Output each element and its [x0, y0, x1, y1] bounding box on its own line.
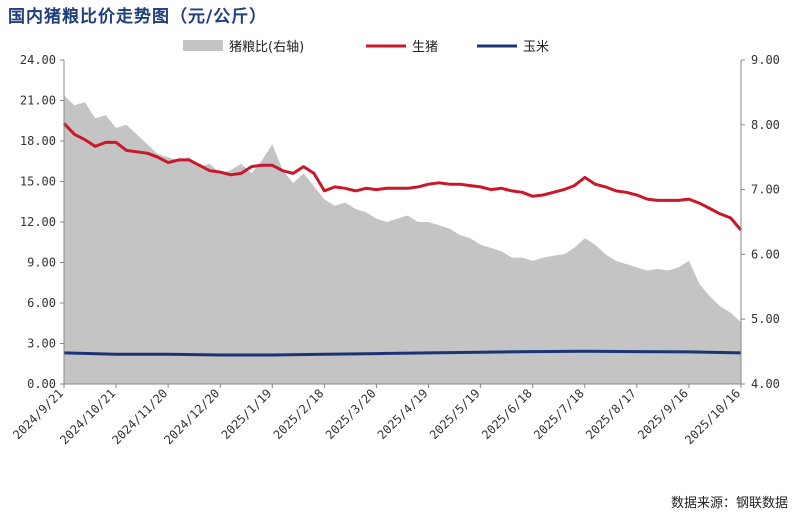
legend-swatch-area: [183, 40, 223, 51]
y-right-tick-label: 6.00: [751, 247, 780, 261]
x-tick-label: 2025/10/16: [682, 386, 743, 447]
y-right-tick-label: 9.00: [751, 53, 780, 67]
y-left-tick-label: 15.00: [20, 175, 56, 189]
legend-label: 猪粮比(右轴): [229, 40, 304, 55]
pig-grain-ratio-area-layer: [64, 95, 741, 384]
y-right-tick-label: 8.00: [751, 118, 780, 132]
y-left-tick-label: 3.00: [27, 337, 56, 351]
y-left-tick-label: 9.00: [27, 256, 56, 270]
y-right-tick-label: 7.00: [751, 183, 780, 197]
x-tick-label: 2025/9/16: [635, 386, 691, 442]
y-left-tick-label: 21.00: [20, 94, 56, 108]
legend-label: 玉米: [523, 40, 549, 55]
x-tick-label: 2024/12/20: [161, 386, 222, 447]
chart-title: 国内猪粮比价走势图（元/公斤）: [8, 7, 268, 27]
x-tick-label: 2025/2/18: [271, 386, 327, 442]
x-tick-label: 2024/9/21: [10, 386, 66, 442]
source-note: 数据来源：钢联数据: [670, 496, 788, 511]
y-left-tick-label: 18.00: [20, 134, 56, 148]
y-right-tick-label: 5.00: [751, 312, 780, 326]
pig-grain-ratio-area: [64, 95, 741, 384]
legend: 猪粮比(右轴) 生猪 玉米: [183, 40, 549, 55]
x-tick-label: 2025/5/19: [427, 386, 483, 442]
x-tick-label: 2025/3/20: [323, 386, 379, 442]
y-left-tick-label: 0.00: [27, 377, 56, 391]
y-right-tick-label: 4.00: [751, 377, 780, 391]
x-tick-label: 2025/8/17: [583, 386, 639, 442]
x-tick-label: 2025/7/18: [531, 386, 587, 442]
price-lines-layer: [62, 122, 743, 357]
y-left-tick-label: 12.00: [20, 215, 56, 229]
corn-price-line: [63, 349, 742, 357]
legend-label: 生猪: [412, 40, 438, 55]
pig-price-line: [62, 122, 743, 232]
x-tick-label: 2025/1/19: [219, 386, 275, 442]
x-tick-label: 2025/6/18: [479, 386, 535, 442]
y-left-tick-label: 24.00: [20, 53, 56, 67]
x-tick-label: 2025/4/19: [375, 386, 431, 442]
y-left-tick-label: 6.00: [27, 296, 56, 310]
